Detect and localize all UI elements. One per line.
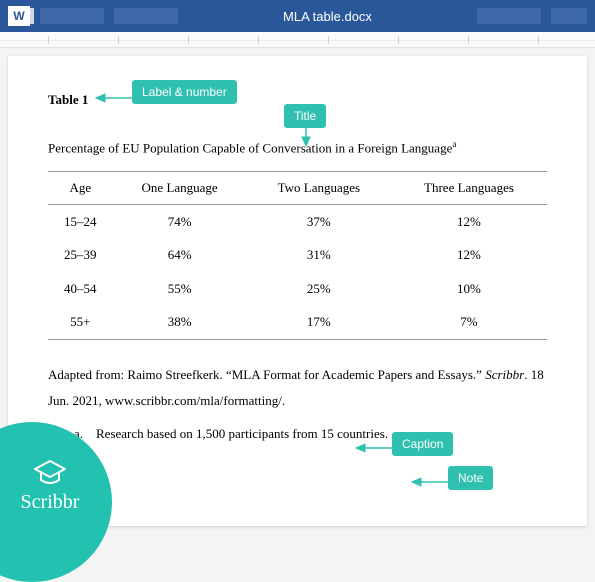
table-header-row: Age One Language Two Languages Three Lan… <box>48 172 547 205</box>
note-text: Research based on 1,500 participants fro… <box>96 426 388 441</box>
ribbon-placeholder <box>114 8 178 24</box>
arrow-icon <box>300 128 312 146</box>
table-title-text: Percentage of EU Population Capable of C… <box>48 140 452 155</box>
horizontal-ruler <box>0 32 595 48</box>
col-header: Age <box>48 172 113 205</box>
table-note: a.Research based on 1,500 participants f… <box>48 424 547 444</box>
document-filename: MLA table.docx <box>188 9 467 24</box>
arrow-icon <box>96 92 132 104</box>
annotation-caption: Caption <box>392 432 453 456</box>
word-app-icon: W <box>8 6 30 26</box>
arrow-icon <box>356 442 392 454</box>
caption-prefix: Adapted from: Raimo Streefkerk. “MLA For… <box>48 367 485 382</box>
table-label: Table 1 <box>48 90 88 110</box>
scribbr-brand-text: Scribbr <box>21 491 80 514</box>
col-header: Three Languages <box>391 172 547 205</box>
word-titlebar: W MLA table.docx <box>0 0 595 32</box>
table-row: 25–39 64% 31% 12% <box>48 238 547 272</box>
table-row: 15–24 74% 37% 12% <box>48 204 547 238</box>
table-row: 40–54 55% 25% 10% <box>48 272 547 306</box>
ribbon-placeholder <box>477 8 541 24</box>
ribbon-placeholder <box>551 8 587 24</box>
caption-source: Scribbr <box>485 367 524 382</box>
ribbon-placeholder <box>40 8 104 24</box>
annotation-note: Note <box>448 466 493 490</box>
table-caption: Adapted from: Raimo Streefkerk. “MLA For… <box>48 362 547 414</box>
col-header: One Language <box>113 172 247 205</box>
annotation-title: Title <box>284 104 326 128</box>
arrow-icon <box>412 476 448 488</box>
graduation-cap-icon <box>33 459 67 489</box>
table-title: Percentage of EU Population Capable of C… <box>48 138 547 158</box>
table-row: 55+ 38% 17% 7% <box>48 305 547 339</box>
annotation-label-number: Label & number <box>132 80 237 104</box>
data-table: Age One Language Two Languages Three Lan… <box>48 171 547 340</box>
title-note-marker: a <box>452 139 456 149</box>
col-header: Two Languages <box>247 172 391 205</box>
